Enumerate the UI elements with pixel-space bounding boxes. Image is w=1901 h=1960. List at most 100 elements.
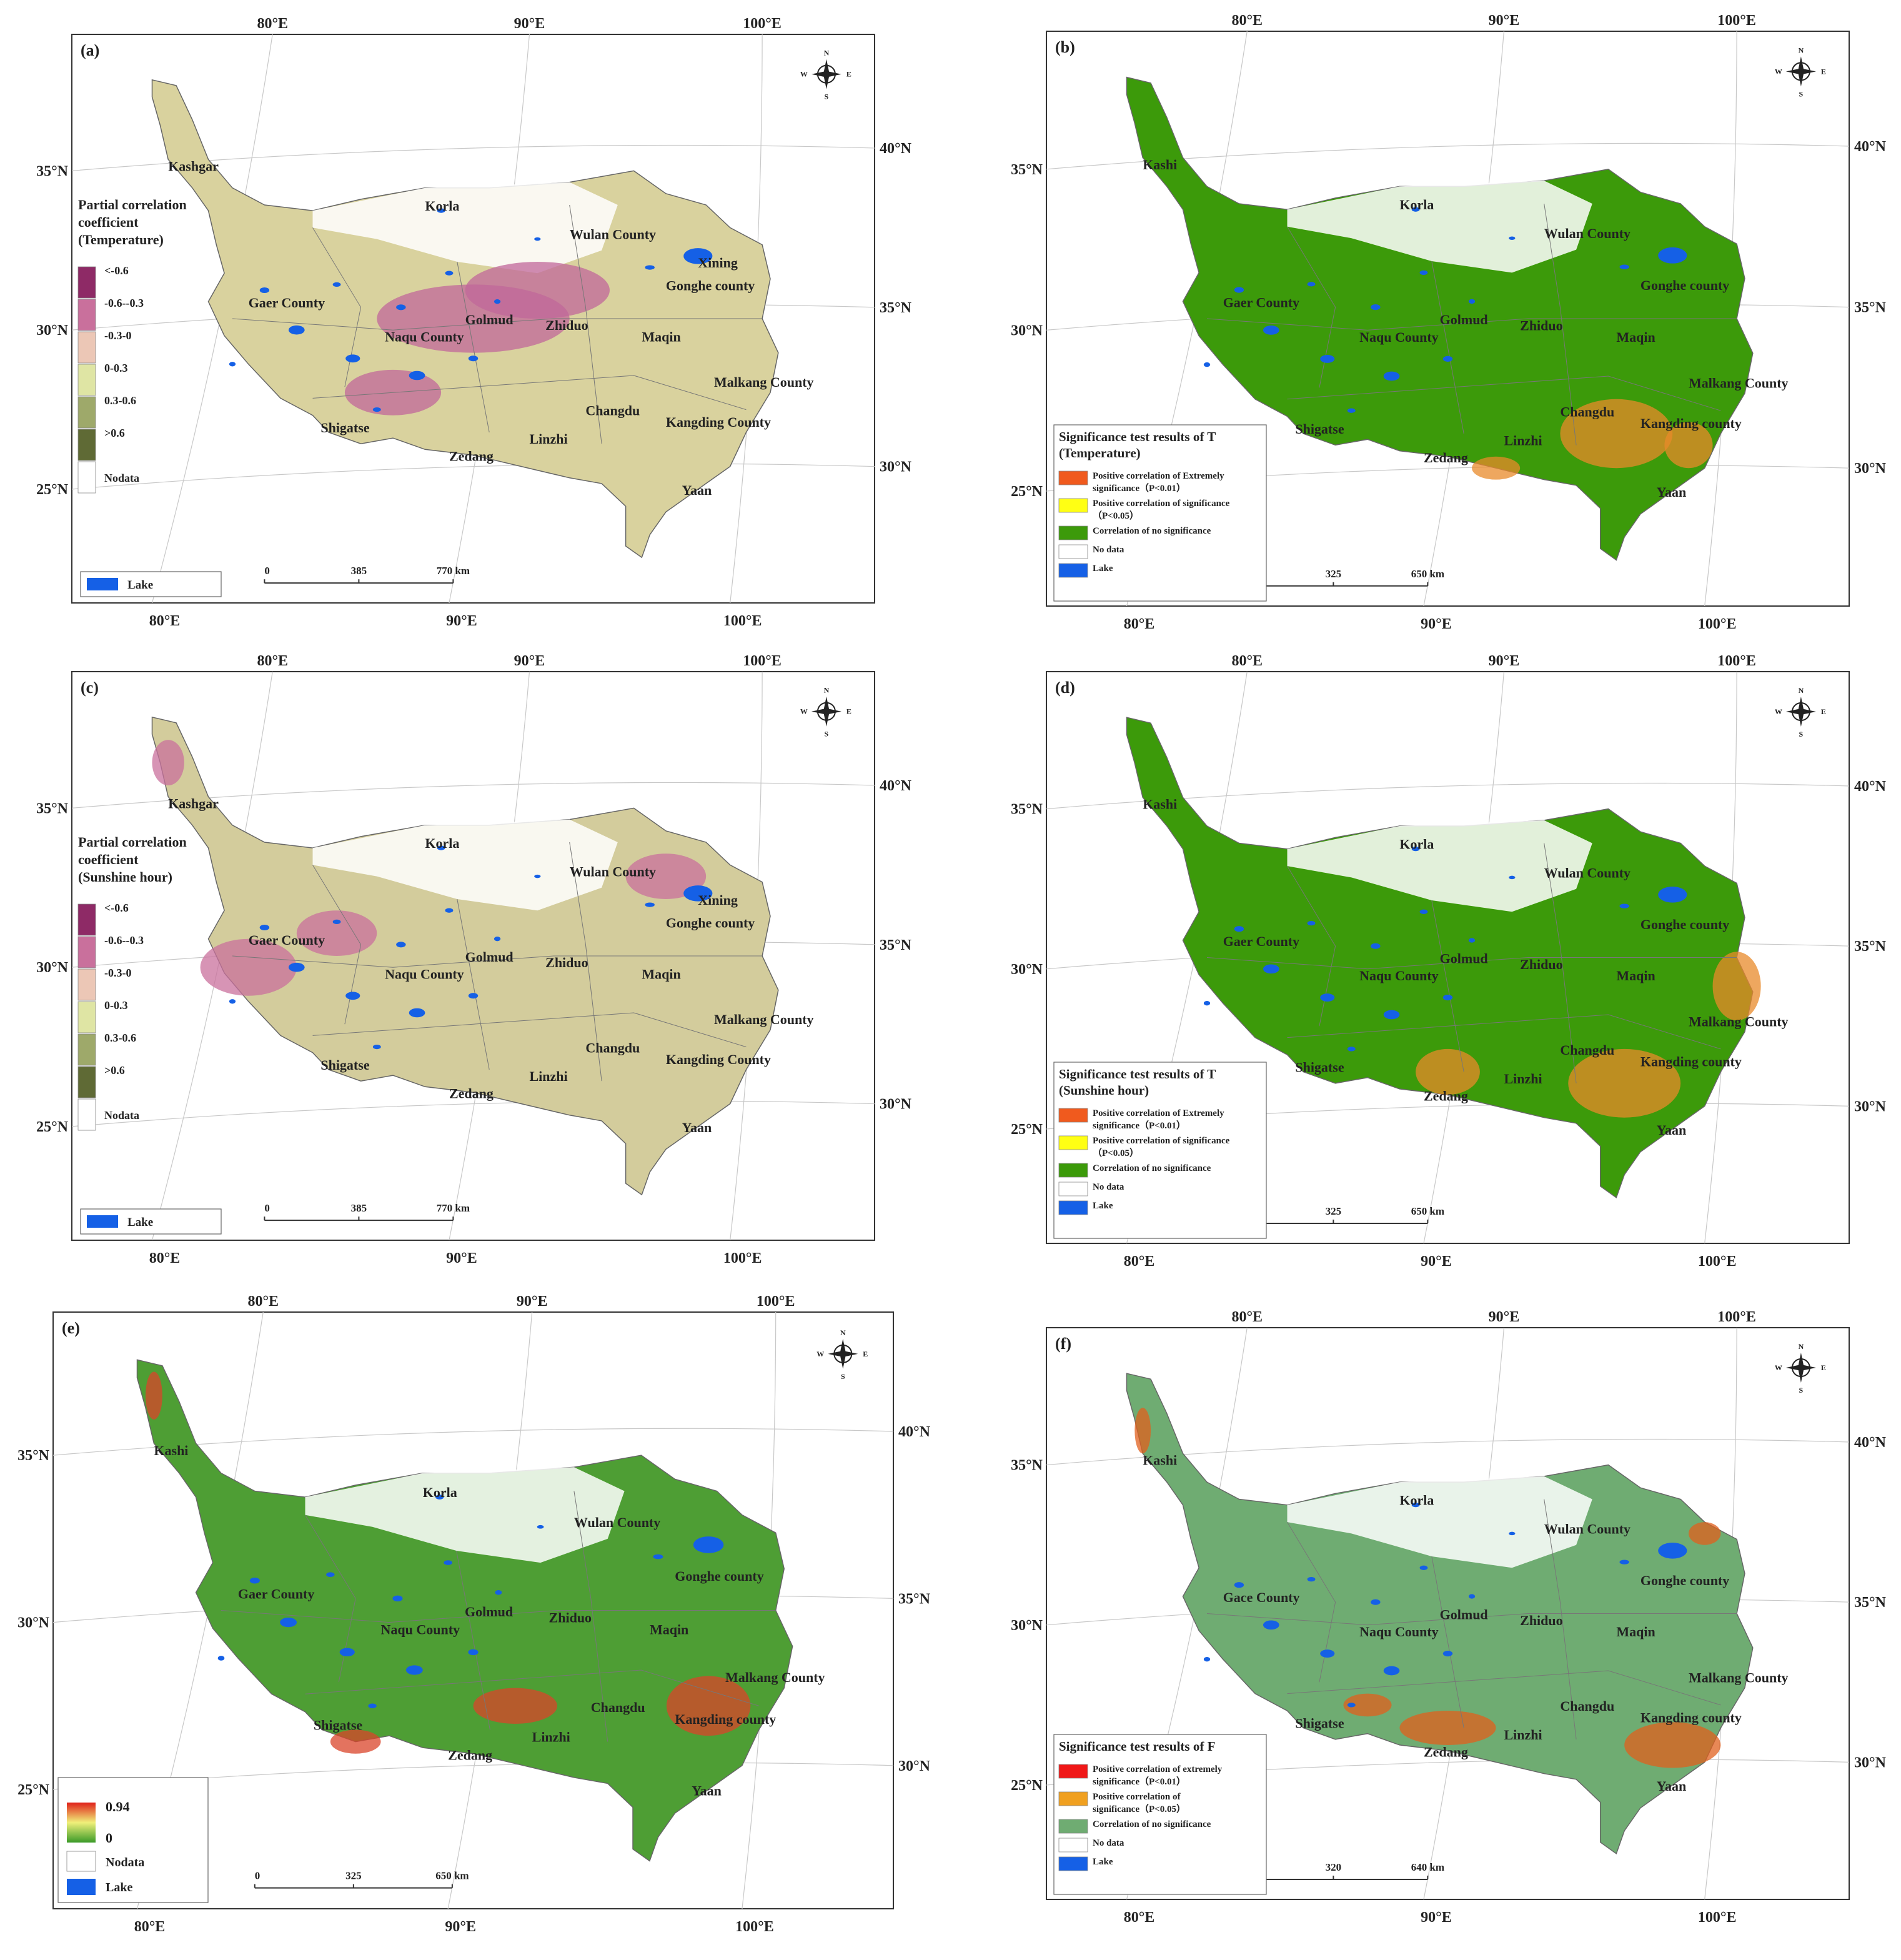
compass-star (811, 59, 841, 89)
hotspot-area (473, 1688, 557, 1724)
lake (495, 1590, 502, 1595)
legend-label: Correlation of no significance (1093, 1819, 1211, 1829)
place-label: Korla (425, 198, 459, 214)
place-label: Zhiduo (1520, 317, 1563, 333)
place-label: Naqu County (385, 329, 464, 344)
lon-label-bottom: 90°E (446, 613, 477, 629)
legend-swatch (1058, 1163, 1088, 1178)
place-label: Gaer County (249, 932, 325, 948)
panel-label: (e) (62, 1319, 80, 1337)
place-label: Maqin (1616, 968, 1655, 983)
compass-s: S (1799, 1386, 1804, 1395)
lake (288, 325, 305, 335)
compass-n: N (1799, 686, 1804, 695)
place-label: Kangding county (1640, 415, 1742, 431)
lake (332, 282, 341, 287)
place-label: Shigatse (1295, 1060, 1344, 1075)
compass-star (828, 1338, 858, 1369)
lake (229, 362, 236, 367)
place-label: Kangding County (666, 414, 771, 430)
scale-label: 325 (1326, 568, 1342, 580)
lat-label-left: 25°N (36, 482, 69, 498)
place-label: Kashi (1143, 797, 1177, 812)
lake (1203, 1001, 1211, 1006)
compass-n: N (1799, 1342, 1804, 1351)
lon-label-bottom: 100°E (735, 1919, 774, 1935)
legend: Partial correlation coefficient (Temperatu… (77, 197, 222, 597)
place-label: Yaan (1657, 1778, 1687, 1794)
lat-label-left: 30°N (1011, 322, 1043, 339)
legend-swatch (1058, 470, 1088, 485)
hotspot-area (1399, 1711, 1496, 1745)
lat-label-left: 30°N (17, 1615, 50, 1631)
compass-icon: N S E W (1775, 686, 1826, 739)
county-boundary (1206, 957, 1737, 970)
compass-star (1785, 697, 1816, 727)
lon-label-top: 80°E (247, 1293, 279, 1310)
place-label: Linzhi (1504, 1727, 1542, 1743)
lat-label-right: 35°N (1854, 1594, 1887, 1611)
county-boundary (232, 318, 763, 331)
legend-label: 0.3-0.6 (104, 1032, 136, 1044)
lake-swatch (87, 1215, 118, 1228)
lat-label-right: 30°N (1854, 1754, 1887, 1771)
lake (1371, 304, 1381, 311)
lat-label-left: 25°N (1011, 1122, 1043, 1138)
lake (1307, 1576, 1316, 1582)
legend-label: significance（P<0.01） (1093, 482, 1186, 494)
lake (468, 356, 479, 362)
place-label: Yaan (682, 1120, 712, 1135)
scale-label: 650 km (1411, 1205, 1444, 1217)
compass-e: E (1821, 1363, 1826, 1372)
legend-max-label: 0.94 (106, 1799, 130, 1814)
lake (444, 1560, 452, 1565)
place-label: Changdu (1560, 1042, 1614, 1058)
lake (1234, 287, 1244, 293)
county-boundary (1431, 900, 1464, 1072)
hotspot-area (625, 853, 707, 899)
legend-swatch (77, 1001, 96, 1033)
scale-bar: 0 385 770 km (264, 565, 470, 584)
lake (1468, 299, 1476, 304)
lake (1411, 1502, 1420, 1508)
scale-label: 650 km (435, 1870, 469, 1882)
lake (445, 908, 454, 913)
place-label: Wulan County (570, 227, 656, 242)
lat-label-left: 35°N (36, 800, 69, 817)
lake (1419, 1565, 1428, 1570)
place-label: Yaan (1657, 484, 1687, 500)
place-label: Wulan County (570, 864, 656, 880)
lon-label-bottom: 80°E (149, 613, 181, 629)
legend-label: Positive correlation of significance (1093, 499, 1230, 509)
legend-label: -0.3-0 (104, 967, 132, 979)
lake (693, 1536, 724, 1553)
place-label: Zedang (1424, 1088, 1468, 1103)
legend-title: Partial correlation (78, 197, 187, 212)
lake (339, 1648, 355, 1657)
lake (1347, 408, 1356, 413)
place-label: Korla (425, 835, 459, 851)
compass-n: N (840, 1328, 846, 1337)
lake (1442, 356, 1453, 362)
place-label: Golmud (465, 1604, 513, 1619)
lon-label-bottom: 100°E (1698, 1909, 1737, 1926)
lon-label-bottom: 80°E (1124, 616, 1155, 632)
lake (1619, 264, 1629, 269)
compass-w: W (1775, 707, 1782, 716)
hotspot-area (1712, 952, 1761, 1021)
scale-label: 325 (345, 1870, 362, 1882)
county-boundary (305, 1669, 759, 1706)
panel-label: (b) (1055, 38, 1075, 56)
legend-label: <-0.6 (104, 264, 129, 277)
county-boundary (1206, 1613, 1737, 1626)
legend-label: No data (1093, 1182, 1124, 1192)
lon-label-bottom: 100°E (723, 613, 762, 629)
legend-box (1053, 1062, 1267, 1239)
legend-min-label: 0 (106, 1830, 112, 1846)
place-label: Malkang County (1689, 1669, 1789, 1685)
lake (468, 993, 479, 999)
lake (1442, 1650, 1453, 1657)
county-boundary (1544, 843, 1577, 1083)
county-boundary (1287, 1014, 1721, 1050)
lake (372, 407, 381, 412)
